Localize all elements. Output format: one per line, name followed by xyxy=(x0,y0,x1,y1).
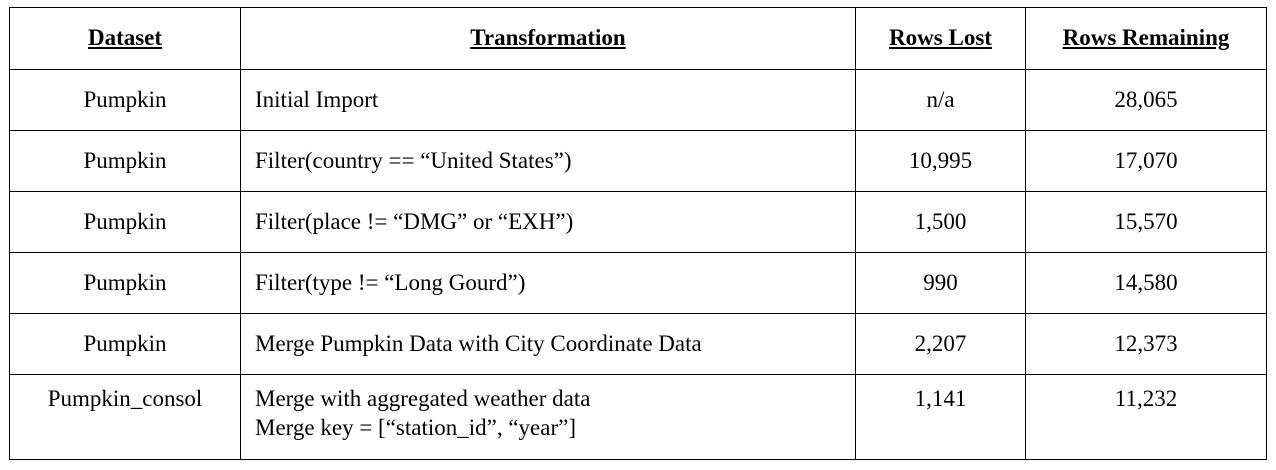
header-dataset: Dataset xyxy=(9,7,241,70)
dataset-cell: Pumpkin xyxy=(9,130,241,192)
transformation-cell: Merge Pumpkin Data with City Coordinate … xyxy=(240,313,856,375)
dataset-cell: Pumpkin_consol xyxy=(9,374,241,460)
transformation-line: Merge Pumpkin Data with City Coordinate … xyxy=(255,330,702,356)
transformation-cell: Merge with aggregated weather data Merge… xyxy=(240,374,856,460)
dataset-cell: Pumpkin xyxy=(9,313,241,375)
dataset-cell: Pumpkin xyxy=(9,191,241,253)
transformation-line: Filter(country == “United States”) xyxy=(255,147,572,173)
transformation-line: Merge with aggregated weather data xyxy=(255,386,591,411)
header-transformation: Transformation xyxy=(240,7,856,70)
transformation-line: Initial Import xyxy=(255,86,379,112)
rows-lost-cell: 2,207 xyxy=(855,313,1026,375)
transformation-cell: Filter(type != “Long Gourd”) xyxy=(240,252,856,314)
transformation-line: Filter(type != “Long Gourd”) xyxy=(255,269,526,295)
data-transformation-table: Dataset Transformation Rows Lost Rows Re… xyxy=(9,7,1267,460)
table-row: Pumpkin Filter(country == “United States… xyxy=(9,130,1267,192)
transformation-line: Filter(place != “DMG” or “EXH”) xyxy=(255,208,574,234)
table-row: Pumpkin Filter(type != “Long Gourd”) 990… xyxy=(9,252,1267,314)
rows-remaining-cell: 15,570 xyxy=(1025,191,1267,253)
header-rows-remaining: Rows Remaining xyxy=(1025,7,1267,70)
rows-lost-cell: 1,141 xyxy=(855,374,1026,460)
header-rows-lost: Rows Lost xyxy=(855,7,1026,70)
header-row: Dataset Transformation Rows Lost Rows Re… xyxy=(9,7,1267,70)
transformation-line: Merge key = [“station_id”, “year”] xyxy=(255,414,576,440)
rows-lost-cell: 10,995 xyxy=(855,130,1026,192)
dataset-cell: Pumpkin xyxy=(9,252,241,314)
rows-remaining-cell: 17,070 xyxy=(1025,130,1267,192)
rows-lost-cell: 1,500 xyxy=(855,191,1026,253)
rows-remaining-cell: 28,065 xyxy=(1025,69,1267,131)
transformation-cell: Initial Import xyxy=(240,69,856,131)
dataset-cell: Pumpkin xyxy=(9,69,241,131)
rows-lost-cell: 990 xyxy=(855,252,1026,314)
table-row: Pumpkin_consol Merge with aggregated wea… xyxy=(9,374,1267,460)
rows-lost-cell: n/a xyxy=(855,69,1026,131)
table-row: Pumpkin Initial Import n/a 28,065 xyxy=(9,69,1267,131)
table-row: Pumpkin Filter(place != “DMG” or “EXH”) … xyxy=(9,191,1267,253)
transformation-cell: Filter(country == “United States”) xyxy=(240,130,856,192)
transformation-cell: Filter(place != “DMG” or “EXH”) xyxy=(240,191,856,253)
rows-remaining-cell: 14,580 xyxy=(1025,252,1267,314)
table-row: Pumpkin Merge Pumpkin Data with City Coo… xyxy=(9,313,1267,375)
rows-remaining-cell: 11,232 xyxy=(1025,374,1267,460)
rows-remaining-cell: 12,373 xyxy=(1025,313,1267,375)
